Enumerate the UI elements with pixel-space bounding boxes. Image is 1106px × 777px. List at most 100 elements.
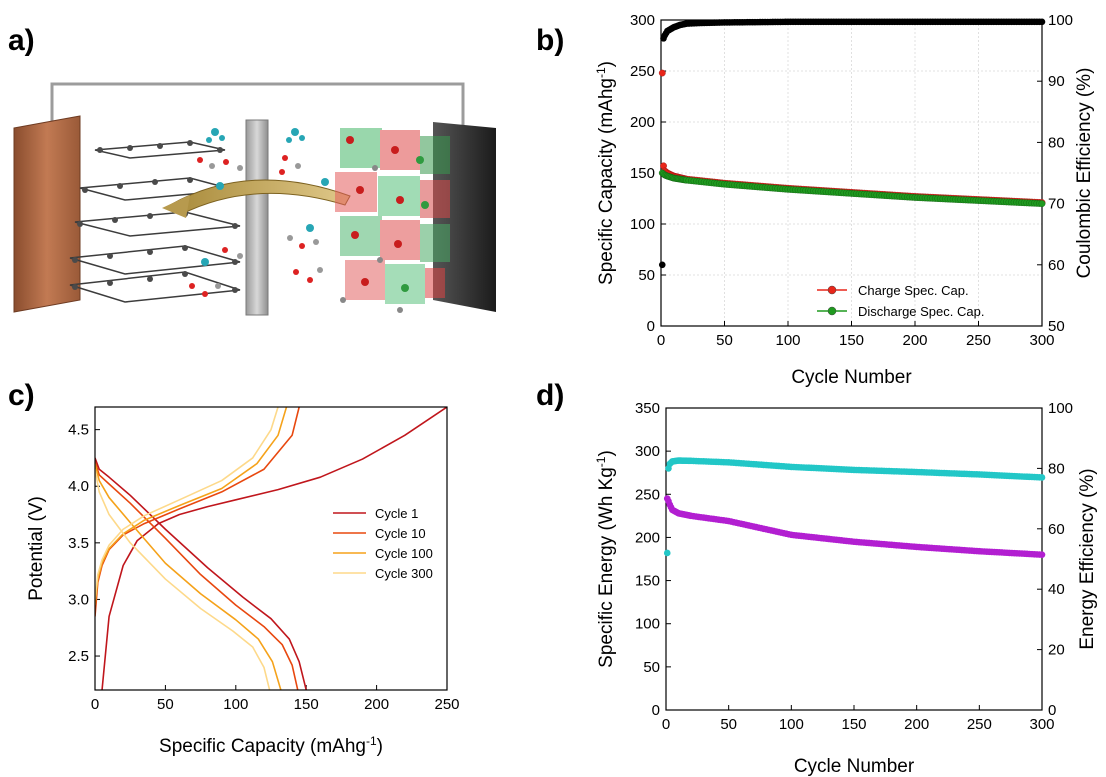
- x-axis-title-superscript: -1: [366, 734, 377, 748]
- y-tick-label: 4.5: [68, 422, 89, 439]
- y-left-tick-label: 50: [643, 659, 660, 676]
- specific-energy-point: [1038, 551, 1046, 558]
- x-axis-title: Specific Capacity (mAhg-1): [159, 734, 383, 757]
- discharge-curve-cycle-100: [95, 463, 282, 690]
- discharge-capacity-point: [1038, 200, 1046, 208]
- y-axis-title: Potential (V): [26, 496, 47, 601]
- y-right-tick-label: 0: [1048, 702, 1056, 719]
- y-tick-label: 3.0: [68, 591, 89, 608]
- x-tick-label: 0: [657, 332, 665, 349]
- y-right-axis-title: Coulombic Efficiency (%): [1074, 68, 1095, 279]
- x-tick-label: 0: [662, 716, 670, 733]
- x-axis-title: Cycle Number: [794, 756, 915, 777]
- x-tick-label: 250: [434, 696, 459, 713]
- legend-label: Charge Spec. Cap.: [858, 283, 969, 298]
- x-tick-label: 150: [294, 696, 319, 713]
- panel-label-b: b): [536, 24, 564, 57]
- y-left-tick-label: 350: [635, 400, 660, 417]
- legend-label: Cycle 10: [375, 526, 426, 541]
- electrolyte-molecules: [189, 128, 329, 297]
- y-left-tick-label: 150: [630, 165, 655, 182]
- y-left-tick-label: 300: [635, 443, 660, 460]
- charge-curve-cycle-10: [95, 407, 300, 617]
- y-left-axis-title-main: Specific Energy (Wh Kg: [596, 467, 617, 668]
- legend-label: Cycle 1: [375, 506, 418, 521]
- plot-area: [95, 407, 447, 690]
- y-tick-label: 2.5: [68, 648, 89, 665]
- y-tick-label: 4.0: [68, 478, 89, 495]
- y-left-axis-title-superscript: -1: [594, 67, 608, 78]
- x-tick-label: 0: [91, 696, 99, 713]
- discharge-curve-cycle-10: [95, 461, 299, 690]
- x-tick-label: 200: [364, 696, 389, 713]
- y-left-tick-label: 150: [635, 573, 660, 590]
- cathode-atoms: [340, 136, 429, 313]
- x-tick-label: 100: [779, 716, 804, 733]
- legend-label: Discharge Spec. Cap.: [858, 304, 984, 319]
- circuit-wire: [50, 82, 465, 135]
- discharge-curve-cycle-1: [95, 457, 307, 690]
- x-tick-label: 100: [223, 696, 248, 713]
- y-left-tick-label: 0: [647, 318, 655, 335]
- x-axis-title: Cycle Number: [791, 367, 912, 388]
- y-right-tick-label: 60: [1048, 257, 1065, 274]
- y-right-tick-label: 80: [1048, 134, 1065, 151]
- y-right-tick-label: 90: [1048, 73, 1065, 90]
- energy-efficiency-point: [663, 549, 671, 557]
- x-tick-label: 200: [904, 716, 929, 733]
- x-tick-label: 100: [775, 332, 800, 349]
- y-right-tick-label: 70: [1048, 196, 1065, 213]
- y-left-axis-title: Specific Capacity (mAhg-1): [594, 61, 617, 285]
- y-left-tick-label: 200: [630, 114, 655, 131]
- y-left-axis-title-tail: ): [596, 450, 617, 456]
- charge-curve-cycle-300: [95, 407, 279, 600]
- y-right-tick-label: 60: [1048, 521, 1065, 538]
- chart-d-specific-energy: 0 50 100 150 200 250 3000501001502002503003500…: [594, 400, 1098, 777]
- plot-frame: [94, 406, 448, 691]
- legend-marker: [827, 306, 837, 316]
- x-tick-label: 150: [839, 332, 864, 349]
- energy-efficiency-point: [1038, 474, 1046, 481]
- charge-curve-cycle-100: [95, 407, 288, 606]
- y-left-axis-title-main: Specific Capacity (mAhg: [596, 78, 617, 285]
- y-left-axis-title-tail: ): [596, 61, 617, 67]
- x-tick-label: 300: [1029, 332, 1054, 349]
- y-tick-label: 3.5: [68, 535, 89, 552]
- y-right-tick-label: 40: [1048, 581, 1065, 598]
- graphite-atoms: [72, 140, 238, 293]
- legend-label: Cycle 300: [375, 566, 433, 581]
- x-axis-title-tail: ): [377, 736, 383, 757]
- panel-label-d: d): [536, 379, 564, 412]
- efficiency-point: [658, 261, 666, 269]
- y-left-tick-label: 0: [652, 702, 660, 719]
- chart-c-voltage-profiles: 0 50 100 150 200 250 2.5 3.0 3.5 4.0 4.5 Specific C…: [26, 406, 460, 757]
- y-left-tick-label: 200: [635, 529, 660, 546]
- y-right-tick-label: 80: [1048, 460, 1065, 477]
- x-tick-label: 50: [716, 332, 733, 349]
- charge-curve-cycle-1: [101, 407, 447, 690]
- y-right-tick-label: 50: [1048, 318, 1065, 335]
- discharge-curve-cycle-300: [95, 469, 271, 690]
- y-right-tick-label: 20: [1048, 642, 1065, 659]
- x-tick-label: 250: [966, 332, 991, 349]
- y-left-tick-label: 300: [630, 12, 655, 29]
- y-left-tick-label: 100: [635, 616, 660, 633]
- x-tick-label: 250: [967, 716, 992, 733]
- y-left-tick-label: 250: [630, 63, 655, 80]
- x-tick-label: 50: [157, 696, 174, 713]
- x-tick-label: 150: [841, 716, 866, 733]
- charge-capacity-point: [658, 69, 666, 77]
- x-tick-label: 300: [1029, 716, 1054, 733]
- y-left-tick-label: 100: [630, 216, 655, 233]
- separator: [245, 119, 269, 316]
- y-right-tick-label: 100: [1048, 400, 1073, 417]
- x-tick-label: 200: [902, 332, 927, 349]
- y-left-tick-label: 250: [635, 486, 660, 503]
- y-right-tick-label: 100: [1048, 12, 1073, 29]
- battery-illustration: [13, 82, 496, 316]
- chart-b-cycling-capacity: 0 50 100 150 200 250 3000501001502002503005060…: [594, 12, 1095, 388]
- copper-electrode: [13, 115, 81, 313]
- legend-marker: [827, 285, 837, 295]
- panel-label-a: a): [8, 24, 35, 57]
